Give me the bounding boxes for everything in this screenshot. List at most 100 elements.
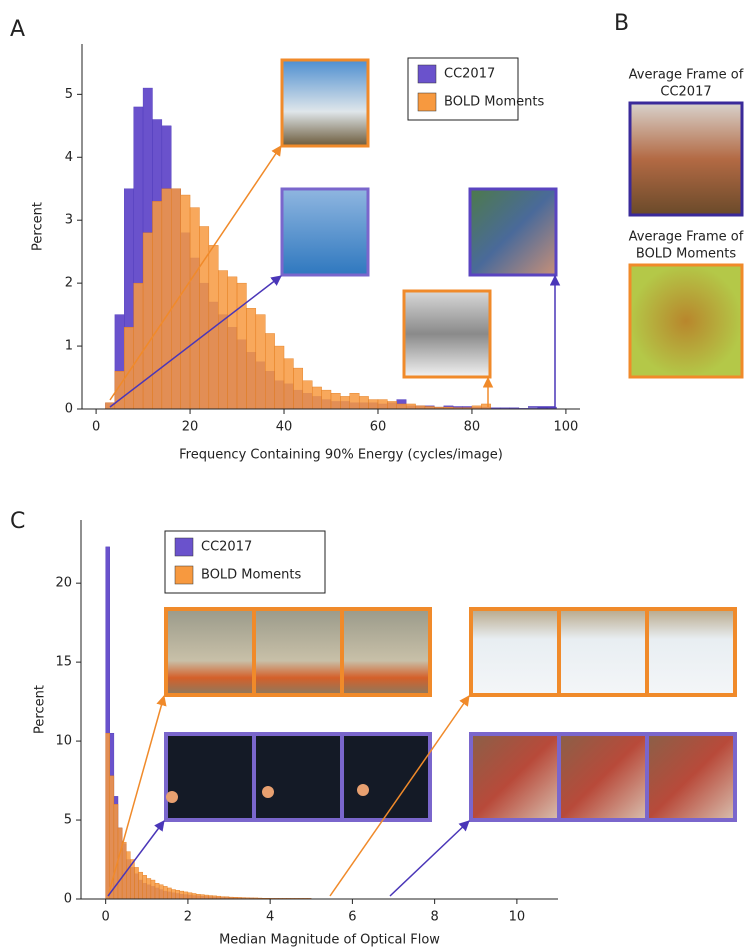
bar — [283, 358, 294, 410]
frame-strip — [164, 732, 432, 822]
y-tick-label: 1 — [65, 339, 73, 354]
caption: Average Frame of — [629, 68, 744, 83]
average-frame — [628, 101, 744, 217]
bar — [105, 732, 110, 900]
inset-image — [402, 289, 492, 379]
arrow — [107, 694, 167, 897]
bar — [293, 367, 304, 410]
bar — [377, 399, 388, 410]
legend-swatch — [417, 64, 437, 84]
x-tick-label: 4 — [266, 910, 274, 925]
bar — [146, 878, 152, 900]
bar — [154, 883, 160, 900]
inset-image — [468, 187, 558, 277]
panel-label: A — [10, 17, 25, 42]
bar — [175, 890, 180, 900]
bar — [274, 345, 285, 410]
x-tick-label: 60 — [370, 420, 387, 435]
legend-swatch — [174, 537, 194, 557]
x-tick-label: 0 — [92, 420, 100, 435]
bar — [138, 871, 143, 900]
average-frame — [628, 263, 744, 379]
bar — [134, 867, 139, 900]
y-tick-label: 10 — [55, 734, 72, 749]
legend: CC2017 BOLD Moments — [407, 57, 544, 121]
x-tick-label: 80 — [464, 420, 481, 435]
x-tick-label: 0 — [102, 910, 110, 925]
bar — [199, 226, 210, 410]
arrow — [107, 820, 165, 897]
legend-label: CC2017 — [444, 67, 495, 82]
x-axis-title: Frequency Containing 90% Energy (cycles/… — [179, 448, 503, 463]
bar — [227, 276, 238, 410]
y-tick-label: 4 — [65, 150, 73, 165]
x-tick-label: 6 — [348, 910, 356, 925]
frame-strip — [469, 732, 737, 822]
bar — [158, 884, 164, 900]
bar — [265, 333, 275, 410]
y-tick-label: 5 — [65, 87, 73, 102]
x-axis-title: Median Magnitude of Optical Flow — [219, 933, 440, 948]
bar — [255, 314, 266, 410]
bar — [302, 380, 313, 410]
bar — [340, 396, 350, 410]
y-tick-label: 3 — [65, 213, 73, 228]
bar — [396, 403, 407, 410]
legend: CC2017 BOLD Moments — [164, 530, 326, 594]
legend-swatch — [417, 92, 437, 112]
x-tick-label: 20 — [182, 420, 199, 435]
bar — [179, 890, 185, 900]
caption: BOLD Moments — [636, 247, 736, 262]
y-tick-label: 0 — [64, 892, 72, 907]
bar — [171, 188, 181, 410]
legend-swatch — [174, 565, 194, 585]
bar — [180, 194, 191, 410]
bar — [167, 887, 172, 900]
bar — [152, 201, 163, 410]
bar — [142, 875, 147, 900]
moon — [357, 784, 369, 796]
bar — [368, 399, 379, 410]
bar — [312, 386, 322, 410]
bar — [330, 393, 341, 410]
bar — [195, 894, 201, 900]
legend-label: BOLD Moments — [444, 95, 544, 110]
bar — [387, 401, 397, 410]
caption: CC2017 — [660, 85, 711, 100]
x-tick-label: 10 — [509, 910, 526, 925]
x-tick-label: 100 — [553, 420, 578, 435]
y-axis-title: Percent — [31, 202, 46, 251]
panel-label: B — [614, 11, 629, 36]
bar — [405, 403, 416, 410]
bar — [191, 893, 197, 900]
bar — [117, 827, 123, 900]
arrow — [329, 695, 470, 897]
insets — [107, 58, 744, 897]
caption: Average Frame of — [629, 230, 744, 245]
y-tick-label: 0 — [65, 402, 73, 417]
bar — [171, 889, 176, 900]
arrow — [109, 275, 282, 408]
bar — [121, 841, 127, 900]
bar — [321, 389, 332, 410]
frame-strip — [469, 607, 737, 697]
bar — [358, 396, 369, 410]
bar — [208, 895, 213, 900]
bar — [204, 894, 209, 900]
arrow — [109, 145, 282, 401]
x-tick-label: 40 — [276, 420, 293, 435]
bar — [163, 886, 168, 900]
bar — [142, 232, 153, 410]
bar — [349, 393, 360, 410]
bar — [246, 308, 257, 410]
bar — [126, 851, 131, 900]
y-tick-label: 2 — [65, 276, 73, 291]
x-tick-label: 2 — [184, 910, 192, 925]
moon — [166, 791, 178, 803]
bar — [133, 282, 144, 410]
bar — [189, 207, 200, 410]
arrow — [389, 820, 470, 897]
bar — [218, 270, 228, 410]
moon — [262, 786, 274, 798]
